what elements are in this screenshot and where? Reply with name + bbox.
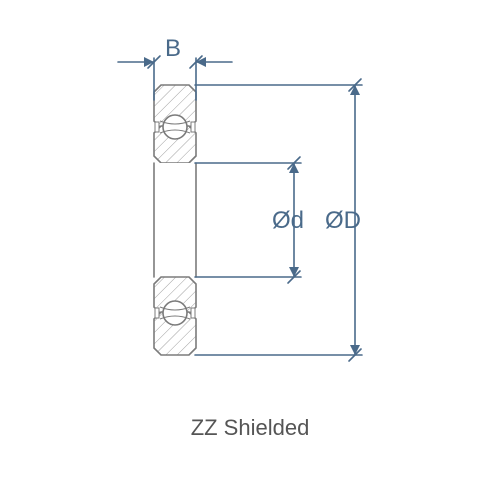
- label-D: ØD: [325, 207, 361, 234]
- dimension-d: Ød: [195, 157, 304, 283]
- bearing-section: [154, 85, 196, 355]
- diagram-stage: B ØD Ød ZZ Shielded: [0, 0, 500, 500]
- caption-text: ZZ Shielded: [0, 415, 500, 441]
- label-B: B: [165, 35, 181, 62]
- label-d: Ød: [272, 207, 304, 234]
